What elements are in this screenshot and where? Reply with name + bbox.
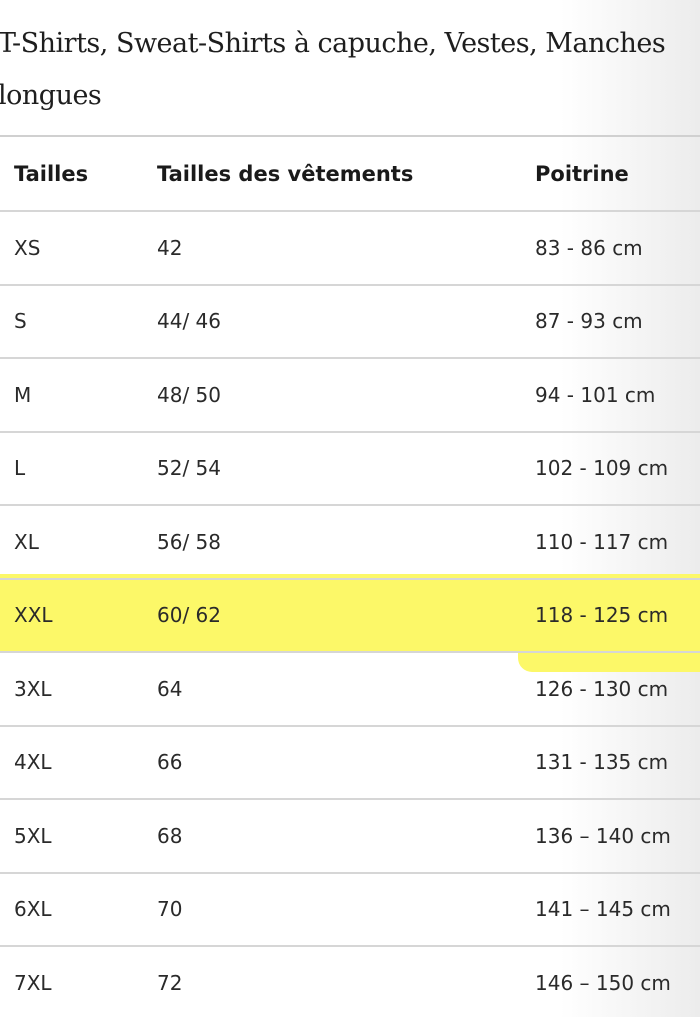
table-row: L 52/ 54 102 - 109 cm	[0, 430, 700, 505]
table-cell: XXL	[14, 603, 53, 628]
table-cell: 70	[157, 897, 183, 922]
column-header: Tailles	[14, 161, 89, 186]
table-row: XS 42 83 - 86 cm	[0, 210, 700, 284]
table-row: M 48/ 50 94 - 101 cm	[0, 357, 700, 431]
table-cell: 118 - 125 cm	[535, 603, 669, 628]
table-row: S 44/ 46 87 - 93 cm	[0, 283, 700, 358]
table-cell: 68	[157, 823, 183, 848]
table-cell: 52/ 54	[157, 456, 221, 481]
column-header: Tailles des vêtements	[157, 161, 414, 186]
table-cell: 141 – 145 cm	[535, 897, 671, 922]
highlight-marker	[0, 574, 700, 653]
table-cell: 44/ 46	[157, 309, 221, 334]
table-cell: 72	[157, 970, 183, 995]
table-row: XXL 60/ 62 118 - 125 cm	[0, 577, 700, 652]
table-cell: S	[14, 309, 27, 334]
table-row: 5XL 68 136 – 140 cm	[0, 798, 700, 872]
table-cell: 94 - 101 cm	[535, 382, 656, 407]
table-cell: 83 - 86 cm	[535, 235, 643, 260]
table-row: 6XL 70 141 – 145 cm	[0, 871, 700, 946]
table-row: 3XL 64 126 - 130 cm	[0, 651, 700, 725]
table-row: 4XL 66 131 - 135 cm	[0, 724, 700, 799]
table-cell: M	[14, 382, 32, 407]
table-cell: 136 – 140 cm	[535, 823, 671, 848]
table-cell: 56/ 58	[157, 529, 221, 554]
table-cell: XS	[14, 235, 41, 260]
table-cell: 102 - 109 cm	[535, 456, 669, 481]
table-cell: 60/ 62	[157, 603, 221, 628]
table-row: XL 56/ 58 110 - 117 cm	[0, 504, 700, 578]
table-cell: 3XL	[14, 676, 52, 701]
table-cell: 131 - 135 cm	[535, 750, 669, 775]
table-cell: 110 - 117 cm	[535, 529, 669, 554]
table-cell: 64	[157, 676, 183, 701]
table-cell: 5XL	[14, 823, 52, 848]
table-cell: XL	[14, 529, 39, 554]
table-cell: 66	[157, 750, 183, 775]
highlight-marker-stroke	[518, 640, 700, 672]
table-cell: 146 – 150 cm	[535, 970, 671, 995]
table-row: 7XL 72 146 – 150 cm	[0, 945, 700, 1019]
size-table: Tailles Tailles des vêtements Poitrine XS 42…	[0, 135, 700, 1019]
table-cell: L	[14, 456, 26, 481]
table-cell: 6XL	[14, 897, 52, 922]
table-cell: 42	[157, 235, 183, 260]
page-title: T-Shirts, Sweat-Shirts à capuche, Vestes…	[0, 28, 666, 111]
table-cell: 7XL	[14, 970, 52, 995]
table-cell: 4XL	[14, 750, 52, 775]
table-header-row: Tailles Tailles des vêtements Poitrine	[0, 135, 700, 210]
table-cell: 87 - 93 cm	[535, 309, 643, 334]
table-cell: 48/ 50	[157, 382, 221, 407]
table-cell: 126 - 130 cm	[535, 676, 669, 701]
column-header: Poitrine	[535, 161, 629, 186]
